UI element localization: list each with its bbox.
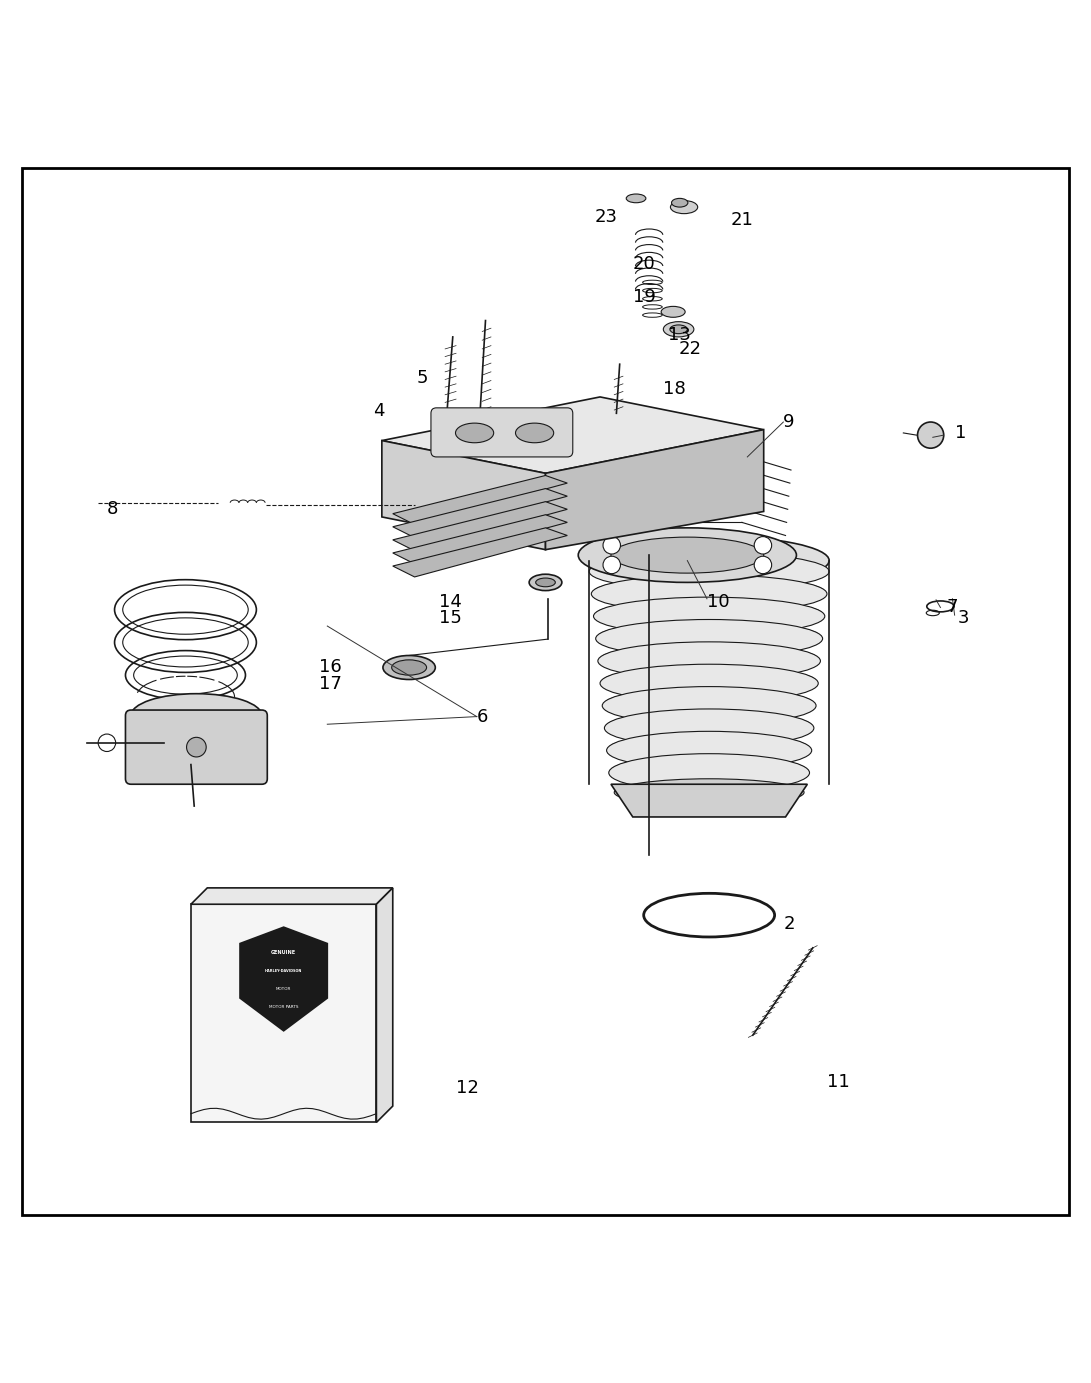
Ellipse shape [612, 757, 806, 784]
Polygon shape [393, 476, 567, 524]
Ellipse shape [670, 201, 698, 213]
Polygon shape [546, 430, 764, 549]
Text: 10: 10 [707, 593, 730, 611]
Text: 14: 14 [439, 593, 461, 611]
FancyBboxPatch shape [431, 408, 573, 456]
Ellipse shape [609, 754, 810, 792]
Ellipse shape [187, 737, 206, 757]
Text: 20: 20 [633, 254, 656, 272]
Ellipse shape [606, 689, 813, 716]
Ellipse shape [626, 194, 646, 203]
Text: 1: 1 [955, 425, 966, 443]
Ellipse shape [591, 575, 827, 613]
FancyBboxPatch shape [125, 709, 267, 784]
Ellipse shape [599, 622, 819, 650]
Ellipse shape [611, 537, 764, 573]
Text: MOTOR PARTS: MOTOR PARTS [268, 1005, 299, 1008]
Text: 9: 9 [783, 414, 795, 431]
Ellipse shape [596, 620, 823, 658]
Text: 5: 5 [417, 369, 429, 387]
Text: 11: 11 [827, 1073, 850, 1091]
Text: 22: 22 [679, 340, 702, 358]
Text: 15: 15 [439, 610, 461, 628]
Ellipse shape [637, 545, 781, 577]
Polygon shape [382, 397, 764, 473]
Circle shape [603, 537, 621, 555]
Ellipse shape [604, 709, 814, 747]
Ellipse shape [589, 537, 829, 585]
Ellipse shape [595, 578, 824, 604]
Text: 8: 8 [107, 501, 118, 519]
Text: 18: 18 [663, 380, 686, 398]
Ellipse shape [383, 656, 435, 679]
Bar [191, 904, 376, 1123]
Polygon shape [393, 502, 567, 550]
Ellipse shape [600, 664, 818, 703]
Text: 3: 3 [958, 610, 970, 628]
Polygon shape [191, 888, 393, 904]
Ellipse shape [597, 600, 822, 626]
Text: 4: 4 [373, 402, 385, 420]
Ellipse shape [455, 423, 493, 443]
Polygon shape [393, 514, 567, 564]
Circle shape [630, 425, 669, 463]
Text: 23: 23 [595, 207, 618, 225]
Ellipse shape [602, 686, 816, 725]
Polygon shape [611, 784, 807, 817]
Circle shape [918, 422, 944, 448]
Polygon shape [240, 927, 327, 1030]
Ellipse shape [608, 712, 811, 739]
Ellipse shape [661, 307, 685, 317]
Ellipse shape [603, 667, 815, 694]
Text: 2: 2 [783, 916, 795, 934]
Ellipse shape [536, 578, 555, 586]
Text: 21: 21 [731, 212, 754, 230]
Text: 7: 7 [947, 599, 959, 617]
Text: GENUINE: GENUINE [271, 950, 297, 954]
Ellipse shape [607, 732, 812, 769]
Ellipse shape [598, 642, 820, 680]
Ellipse shape [516, 423, 554, 443]
Text: 13: 13 [668, 326, 691, 344]
Text: MOTOR: MOTOR [276, 987, 291, 992]
Ellipse shape [529, 574, 562, 591]
Text: 12: 12 [456, 1079, 479, 1097]
Circle shape [754, 537, 771, 555]
Polygon shape [393, 528, 567, 577]
Ellipse shape [578, 528, 796, 582]
Text: HARLEY-DAVIDSON: HARLEY-DAVIDSON [265, 969, 302, 972]
Ellipse shape [428, 476, 489, 503]
Ellipse shape [687, 444, 731, 503]
Ellipse shape [131, 694, 262, 737]
Ellipse shape [601, 644, 817, 672]
Ellipse shape [392, 660, 427, 675]
Circle shape [754, 556, 771, 574]
Ellipse shape [589, 552, 829, 591]
Ellipse shape [671, 198, 688, 207]
Text: 17: 17 [319, 675, 341, 693]
Ellipse shape [663, 322, 694, 337]
Text: 19: 19 [633, 288, 656, 306]
Polygon shape [382, 441, 546, 549]
Ellipse shape [594, 597, 825, 635]
Text: 6: 6 [477, 708, 488, 726]
Polygon shape [376, 888, 393, 1123]
Text: 16: 16 [319, 658, 341, 676]
Circle shape [603, 556, 621, 574]
Ellipse shape [610, 734, 808, 761]
Ellipse shape [458, 472, 502, 491]
Polygon shape [393, 488, 567, 538]
Ellipse shape [614, 779, 804, 806]
Ellipse shape [676, 430, 742, 517]
Ellipse shape [670, 325, 687, 333]
